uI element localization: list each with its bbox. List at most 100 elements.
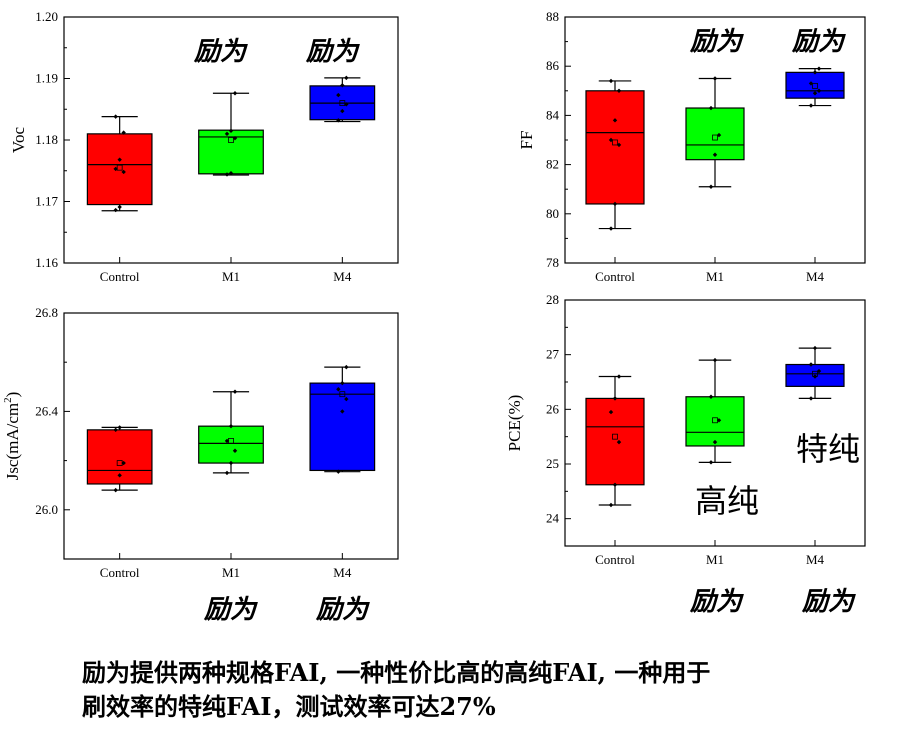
data-point	[340, 380, 345, 386]
y-axis-label: PCE(%)	[505, 395, 524, 452]
data-point	[808, 81, 814, 86]
chart-annotation: 励为	[193, 37, 248, 66]
y-axis-label: Voc	[9, 126, 28, 153]
data-point	[117, 425, 122, 430]
data-point	[121, 130, 126, 135]
data-point	[608, 137, 614, 143]
mean-marker	[812, 82, 818, 89]
data-point	[708, 105, 714, 111]
data-point	[808, 103, 814, 108]
data-point	[232, 91, 238, 96]
y-axis-label: Jsc(mA/cm2)	[2, 392, 22, 481]
chart-annotation: 励为	[791, 27, 846, 56]
data-point	[113, 487, 118, 493]
data-point	[712, 152, 718, 157]
data-point	[616, 439, 622, 445]
data-point	[113, 207, 118, 213]
box-body	[86, 133, 153, 206]
data-point	[608, 502, 614, 508]
data-point	[812, 345, 818, 351]
x-tick-label: M1	[706, 269, 724, 284]
data-point	[336, 469, 341, 474]
y-tick-label: 27	[546, 347, 560, 362]
data-point	[228, 128, 234, 133]
y-tick-label: 84	[546, 107, 560, 122]
x-tick-label: M1	[222, 269, 240, 284]
y-tick-label: 80	[546, 206, 559, 221]
chart-annotation: 励为	[315, 595, 370, 624]
data-point	[117, 204, 122, 210]
data-point	[816, 368, 822, 374]
data-point	[812, 374, 818, 379]
data-point	[812, 70, 818, 75]
box-control	[86, 425, 153, 493]
data-point	[712, 76, 718, 81]
data-point	[816, 88, 822, 93]
x-tick-label: Control	[595, 269, 635, 284]
box-m1	[685, 76, 745, 189]
data-point	[232, 389, 238, 394]
data-point	[612, 396, 618, 401]
box-m4	[309, 75, 376, 123]
y-axis-label: FF	[517, 131, 536, 150]
box-control	[86, 114, 153, 213]
data-point	[716, 132, 722, 138]
data-point	[712, 357, 718, 363]
data-point	[117, 473, 122, 478]
chart-annotation: 励为	[801, 587, 856, 616]
y-tick-label: 26.4	[35, 403, 58, 418]
box-m1	[198, 91, 264, 177]
data-point	[616, 142, 622, 148]
data-point	[712, 439, 718, 445]
x-tick-label: Control	[595, 552, 635, 567]
chart-voc: 1.16 1.17 1.18 1.19 1.20 Voc Control M1 M4 励为 励为	[9, 9, 399, 284]
x-tick-label: Control	[100, 269, 140, 284]
data-point	[228, 171, 234, 176]
data-point	[716, 418, 722, 423]
data-point	[232, 135, 238, 141]
data-point	[612, 201, 618, 207]
caption-line-2: 刷效率的特纯FAI，测试效率可达27%	[82, 692, 496, 721]
mean-marker	[612, 139, 618, 146]
mean-marker	[612, 433, 618, 440]
data-point	[121, 460, 126, 466]
chart-ff: 78 80 82 84 86 88 FF Control M1 M4 励为 励为	[517, 9, 866, 284]
y-tick-label: 86	[546, 58, 560, 73]
data-point	[336, 387, 341, 392]
x-tick-label: M4	[333, 269, 352, 284]
y-tick-label: 26.0	[35, 502, 58, 517]
data-point	[336, 92, 341, 98]
box-body	[585, 90, 645, 205]
data-point	[224, 438, 230, 444]
data-point	[812, 91, 818, 96]
data-point	[340, 83, 345, 88]
data-point	[232, 448, 238, 453]
y-tick-label: 28	[546, 292, 559, 307]
data-point	[336, 118, 341, 123]
y-tick-label: 78	[546, 255, 559, 270]
x-tick-label: M4	[806, 552, 825, 567]
caption-line-1: 励为提供两种规格FAI, 一种性价比高的高纯FAI, 一种用于	[82, 658, 711, 687]
y-tick-label: 82	[546, 157, 559, 172]
x-tick-label: M1	[706, 552, 724, 567]
x-tick-label: M4	[806, 269, 825, 284]
chart-annotation: 励为	[689, 27, 744, 56]
box-m4	[785, 345, 845, 401]
box-m4	[785, 66, 845, 108]
y-tick-label: 1.20	[35, 9, 58, 24]
y-tick-label: 25	[546, 456, 559, 471]
box-body	[309, 382, 376, 472]
x-tick-label: M1	[222, 565, 240, 580]
chart-annotation: 特纯	[796, 431, 860, 467]
y-tick-label: 26.8	[35, 305, 58, 320]
y-tick-label: 1.17	[35, 194, 58, 209]
x-tick-label: M4	[333, 565, 352, 580]
y-tick-label: 26	[546, 401, 560, 416]
box-body	[685, 107, 745, 161]
chart-annotation: 励为	[203, 595, 258, 624]
data-point	[344, 396, 349, 402]
data-point	[344, 102, 349, 107]
data-point	[608, 78, 614, 84]
box-m1	[198, 389, 264, 476]
data-point	[708, 394, 714, 399]
